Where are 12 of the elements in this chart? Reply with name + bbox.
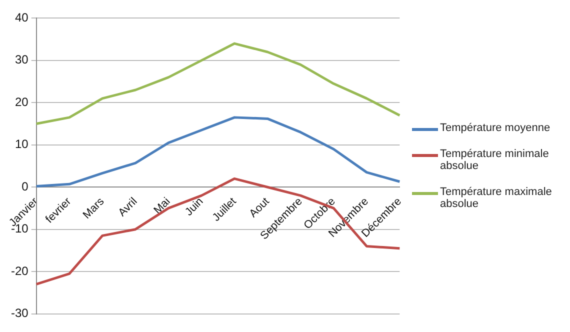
y-tick-label: 0 <box>22 179 29 194</box>
y-tick-label: 40 <box>14 10 29 25</box>
y-tick-label: -20 <box>11 264 29 278</box>
y-tick-label: 20 <box>14 94 29 109</box>
legend-label: Température moyenne <box>440 122 550 134</box>
legend-label: Température maximale absolue <box>440 186 553 210</box>
y-tick-label: 30 <box>14 52 29 67</box>
legend-label: Température minimale absolue <box>440 148 550 172</box>
y-tick-label: -30 <box>11 306 29 320</box>
x-tick-label: Mai <box>152 196 173 217</box>
x-tick-label: Juin <box>182 196 206 218</box>
y-tick-label: 10 <box>14 137 29 152</box>
